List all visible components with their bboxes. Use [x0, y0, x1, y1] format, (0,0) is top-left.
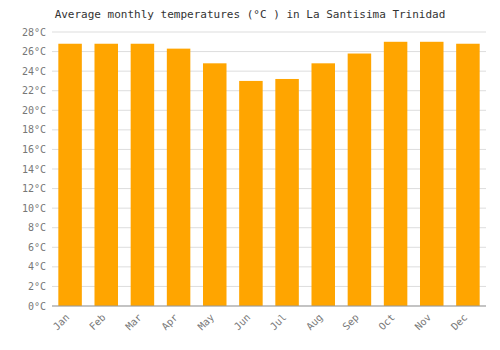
- y-tick-label: 28°C: [22, 27, 46, 38]
- chart: Average monthly temperatures (°C ) in La…: [0, 0, 500, 350]
- y-tick-label: 0°C: [28, 301, 46, 312]
- y-tick-label: 14°C: [22, 164, 46, 175]
- bar: [311, 63, 335, 306]
- bar: [167, 49, 191, 306]
- y-tick-label: 4°C: [28, 261, 46, 272]
- bar: [203, 63, 227, 306]
- bar: [384, 42, 408, 306]
- y-tick-label: 2°C: [28, 281, 46, 292]
- y-tick-label: 12°C: [22, 183, 46, 194]
- x-tick-label: Jan: [51, 312, 72, 333]
- y-tick-label: 10°C: [22, 203, 46, 214]
- x-tick-label: Feb: [87, 312, 108, 333]
- y-tick-label: 16°C: [22, 144, 46, 155]
- bar: [131, 44, 155, 306]
- x-tick-label: Jul: [268, 312, 289, 333]
- bar: [420, 42, 444, 306]
- y-tick-label: 22°C: [22, 85, 46, 96]
- x-tick-label: Apr: [159, 312, 180, 333]
- x-tick-label: Oct: [376, 312, 397, 333]
- x-tick-label: Dec: [449, 312, 470, 333]
- y-tick-label: 8°C: [28, 222, 46, 233]
- grid: [52, 32, 486, 306]
- bars: [58, 42, 479, 306]
- bar: [239, 81, 263, 306]
- bar: [275, 79, 299, 306]
- title: Average monthly temperatures (°C ) in La…: [55, 8, 446, 21]
- x-tick-label: Nov: [413, 312, 434, 333]
- x-tick-label: Sep: [340, 312, 361, 333]
- bar: [348, 54, 372, 306]
- y-tick-label: 24°C: [22, 66, 46, 77]
- x-tick-label: Jun: [232, 312, 253, 333]
- x-axis-line: [52, 306, 486, 307]
- y-tick-label: 26°C: [22, 46, 46, 57]
- x-tick-label: Aug: [304, 312, 325, 333]
- x-tick-label: May: [196, 312, 217, 333]
- bar: [94, 44, 118, 306]
- y-tick-label: 18°C: [22, 124, 46, 135]
- bar: [58, 44, 82, 306]
- grid-line: [52, 32, 486, 33]
- y-tick-label: 20°C: [22, 105, 46, 116]
- y-tick-label: 6°C: [28, 242, 46, 253]
- grid-line: [52, 306, 486, 307]
- bar: [456, 44, 480, 306]
- x-tick-label: Mar: [123, 312, 144, 333]
